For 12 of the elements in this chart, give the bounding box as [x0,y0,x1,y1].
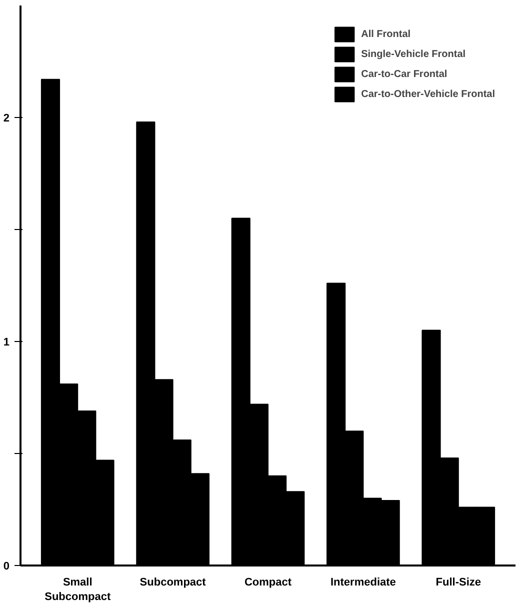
y-tick-label: 1 [3,336,10,348]
y-tick-label: 2 [3,112,10,124]
x-tick-label: Compact [244,576,292,588]
x-tick-label: Small Subcompact [44,576,111,603]
x-tick-label: Subcompact [140,576,206,588]
x-tick-label: Intermediate [330,576,396,588]
legend-label: Car-to-Other-Vehicle Frontal [361,88,495,100]
legend-label: All Frontal [361,28,411,40]
x-tick-label: Full-Size [436,576,482,588]
legend-label: Car-to-Car Frontal [361,68,448,80]
legend-label: Single-Vehicle Frontal [361,48,466,60]
y-tick-label: 0 [3,560,10,572]
